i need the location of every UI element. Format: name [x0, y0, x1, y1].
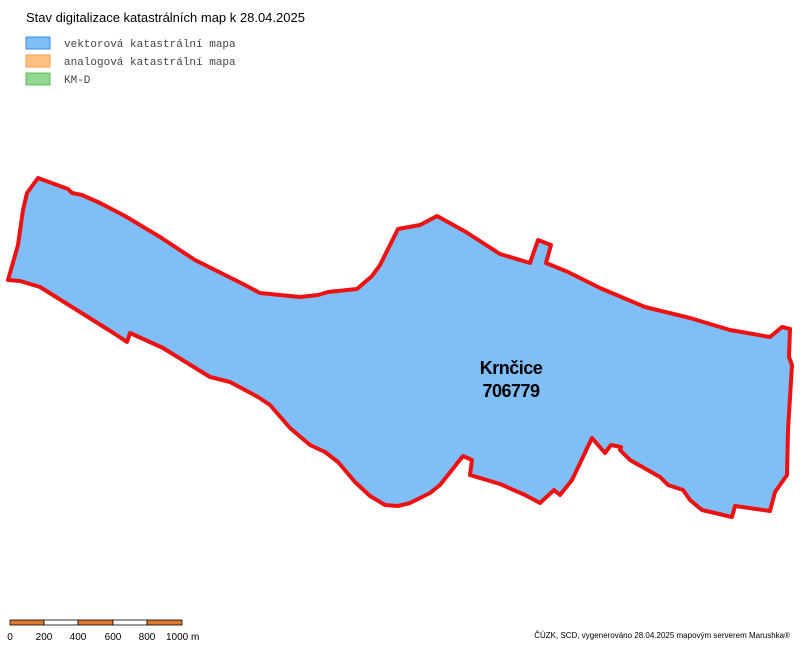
scale-segment: [9, 619, 45, 626]
credit: ČÚZK, SCD, vygenerováno 28.04.2025 mapov…: [534, 631, 790, 640]
scale-segment: [146, 619, 183, 626]
legend-swatch: [25, 36, 51, 50]
legend-swatch: [25, 72, 51, 86]
legend-label: vektorová katastrální mapa: [64, 39, 236, 51]
cadastral-area: [6, 176, 794, 519]
legend-label: analogová katastrální mapa: [64, 57, 236, 69]
scale-label: 600: [105, 632, 122, 643]
scale-label: 400: [70, 632, 87, 643]
scale-segment: [112, 619, 148, 626]
scale-segment: [77, 619, 114, 626]
legend-swatch: [25, 54, 51, 68]
scale-label: 800: [139, 632, 156, 643]
area-code: 706779: [482, 381, 540, 401]
scale-segment: [43, 619, 79, 626]
legend-label: KM-D: [64, 75, 91, 87]
map-title: Stav digitalizace katastrálních map k 28…: [26, 10, 305, 25]
scale-bar: [9, 619, 183, 626]
scale-label: 200: [36, 632, 53, 643]
area-name: Krnčice: [480, 358, 543, 378]
scale-label: 1000 m: [166, 632, 199, 643]
scale-label: 0: [7, 632, 13, 643]
